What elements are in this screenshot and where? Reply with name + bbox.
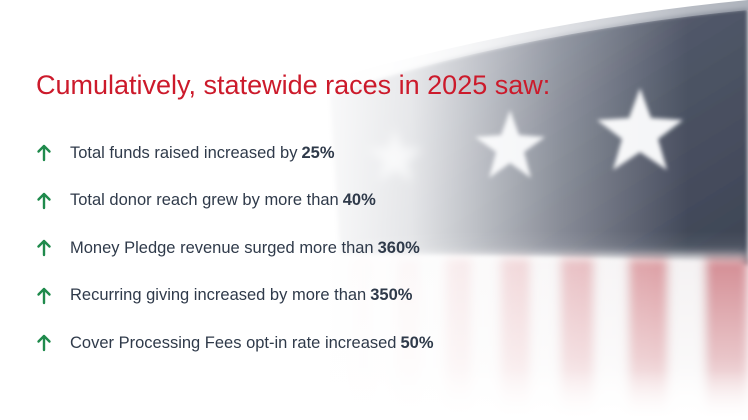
stat-text: Total donor reach grew by more than [70,191,339,209]
stat-text: Total funds raised increased by [70,143,298,162]
stat-value: 40% [342,191,376,209]
stat-item: Cover Processing Fees opt-in rate increa… [36,331,434,355]
arrow-up-icon [37,239,51,257]
stat-text: Recurring giving increased by more than [70,286,367,304]
stats-list: Total funds raised increased by 25% Tota… [36,141,434,379]
stat-value: 360% [377,238,420,257]
stat-text: Money Pledge revenue surged more than [70,238,374,257]
stat-text: Cover Processing Fees opt-in rate increa… [70,333,397,352]
stat-value: 25% [301,143,335,162]
stat-item: Total donor reach grew by more than 40% [36,189,434,213]
stat-item: Total funds raised increased by 25% [36,141,434,165]
arrow-up-icon [37,334,51,352]
stat-item: Money Pledge revenue surged more than 36… [36,236,434,260]
stat-value: 50% [400,333,434,352]
stat-item: Recurring giving increased by more than … [36,284,434,308]
arrow-up-icon [37,287,51,304]
arrow-up-icon [37,192,51,209]
slide-title: Cumulatively, statewide races in 2025 sa… [36,70,551,100]
stat-value: 350% [370,286,413,304]
arrow-up-icon [37,144,51,162]
